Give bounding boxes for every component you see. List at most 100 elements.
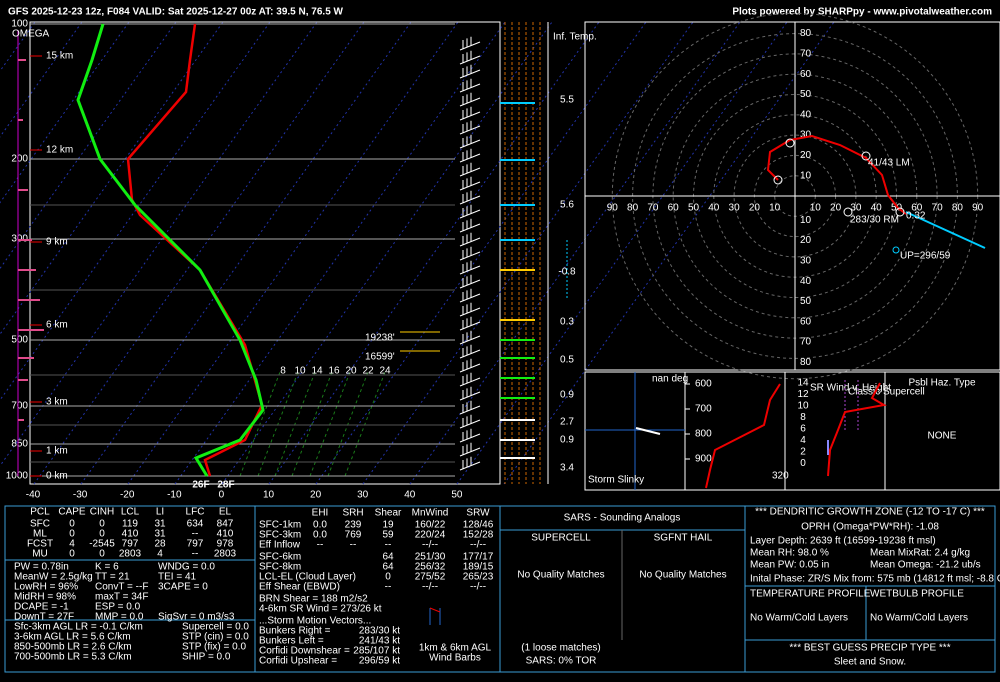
kin-storm-label: Corfidi Upshear = (259, 656, 337, 667)
parcel-cell: 4 (69, 539, 75, 550)
kin-storm-value: 285/107 kt (353, 646, 400, 657)
sr-height-label: 0 (800, 458, 806, 469)
sars-header: SUPERCELL (531, 533, 591, 544)
parcel-header: EL (219, 507, 232, 518)
kin-cell: 19 (382, 520, 394, 531)
sr-height-label: 6 (800, 424, 806, 435)
inftemp-title: Inf. Temp. (553, 32, 597, 43)
oprh: OPRH (Omega*PW*RH): -1.08 (801, 522, 939, 533)
pressure-label: 100 (11, 19, 28, 30)
hodo-ring-label: 10 (769, 203, 781, 214)
parcel-cell: 4 (157, 549, 163, 560)
sars-result: No Quality Matches (639, 570, 726, 581)
hodo-ring-label: 90 (972, 203, 984, 214)
hodo-ring-label: 20 (749, 203, 761, 214)
hodo-ring-label: 30 (800, 130, 812, 141)
sars-title: SARS - Sounding Analogs (564, 513, 681, 524)
hodo-ring-label: 30 (729, 203, 741, 214)
kin-cell: Eff Shear (EBWD) (259, 582, 340, 593)
parcel-header: CINH (90, 507, 114, 518)
parcel-cell: ML (33, 529, 47, 540)
sr-title: SR Wind v. Height (810, 383, 891, 394)
kin-header: Shear (375, 508, 402, 519)
height-label: 15 km (46, 51, 73, 62)
inftemp-label: 5.5 (560, 95, 574, 106)
sars-header: SGFNT HAIL (654, 533, 713, 544)
hodo-ring-label: 50 (891, 203, 903, 214)
hodo-ring-label: 40 (800, 276, 812, 287)
wetbulb-profile-title: WETBULB PROFILE (870, 589, 964, 600)
thermo-index: PW = 0.78in (14, 562, 69, 573)
theta-label: 600 (695, 379, 712, 390)
composite: SHIP = 0.0 (182, 652, 231, 663)
thermo-index: TT = 21 (95, 572, 130, 583)
sars-loose: (1 loose matches) (521, 643, 600, 654)
parcel-cell: MU (32, 549, 48, 560)
parcel-cell: 119 (122, 519, 138, 530)
thermo-index: MidRH = 98% (14, 592, 76, 603)
hodo-ring-label: 70 (647, 203, 659, 214)
temp-label: -20 (120, 490, 135, 501)
skewt-frame (29, 21, 501, 485)
kin-brn: BRN Shear = 188 m2/s2 (259, 594, 368, 605)
level-label: 19238' (365, 333, 395, 344)
pressure-label: 1000 (6, 471, 29, 482)
lapse-rate: 3-6km AGL LR = 5.6 C/km (14, 632, 131, 643)
kin-cell: 128/46 (463, 520, 494, 531)
kin-storm-title: ...Storm Motion Vectors... (259, 616, 371, 627)
hodo-ring-label: 20 (800, 150, 812, 161)
theta-label: 700 (695, 404, 712, 415)
mixing-ratio-label: 14 (311, 366, 323, 377)
hodo-ring-label: 40 (708, 203, 720, 214)
pressure-label: 850 (11, 439, 28, 450)
pressure-label: 700 (11, 401, 28, 412)
theta-label: 900 (695, 454, 712, 465)
temp-label: 40 (404, 490, 416, 501)
kin-cell: -- (317, 540, 324, 551)
kin-cell: 251/30 (415, 552, 446, 563)
kin-cell: 0.0 (313, 520, 327, 531)
parcel-cell: 0 (99, 549, 105, 560)
kin-storm-label: Corfidi Downshear = (259, 646, 350, 657)
parcel-header: LFC (186, 507, 205, 518)
parcel-header: PCL (30, 507, 50, 518)
hodo-ring-label: 30 (850, 203, 862, 214)
parcel-cell: 31 (154, 519, 166, 530)
kin-cell: 265/23 (463, 572, 494, 583)
hodo-ring-label: 60 (800, 69, 812, 80)
barb-legend-glyph (429, 607, 441, 613)
mixing-ratio-label: 16 (328, 366, 340, 377)
mean-mixrat: Mean MixRat: 2.4 g/kg (870, 548, 970, 559)
mixing-ratio-line (291, 371, 333, 477)
mixing-ratio-line (257, 371, 299, 477)
mixing-ratio-label: 22 (362, 366, 374, 377)
hodo-ring-label: 50 (800, 89, 812, 100)
inftemp-label: 0.9 (560, 390, 574, 401)
thermo-index: MeanW = 2.5g/kg (14, 572, 93, 583)
hodo-ring-label: 80 (952, 203, 964, 214)
parcel-cell: 797 (122, 539, 139, 550)
parcel-cell: FCST (27, 539, 53, 550)
slinky-value: 320 (772, 471, 789, 482)
kin-storm-value: 283/30 kt (359, 626, 400, 637)
parcel-cell: 797 (187, 539, 204, 550)
composite: STP (cin) = 0.0 (182, 632, 249, 643)
pressure-label: 500 (11, 335, 28, 346)
parcel-header: LI (156, 507, 164, 518)
kin-cell: 152/28 (463, 530, 494, 541)
temp-label: 30 (357, 490, 369, 501)
parcel-cell: 0 (69, 519, 75, 530)
parcel-cell: 2803 (214, 549, 237, 560)
hodo-marker (861, 151, 871, 161)
kin-cell: 769 (345, 530, 362, 541)
slinky-title: Storm Slinky (588, 475, 644, 486)
parcel-cell: 0 (69, 549, 75, 560)
parcel-cell: SFC (30, 519, 50, 530)
mixing-ratio-line (274, 371, 316, 477)
kin-cell: LCL-EL (Cloud Layer) (259, 572, 356, 583)
mixing-ratio-line (239, 371, 281, 477)
panels-frame (584, 371, 1000, 491)
kin-cell: 177/17 (463, 552, 494, 563)
hodo-ring-label: 50 (800, 296, 812, 307)
hodo-ring-label: 10 (810, 203, 822, 214)
